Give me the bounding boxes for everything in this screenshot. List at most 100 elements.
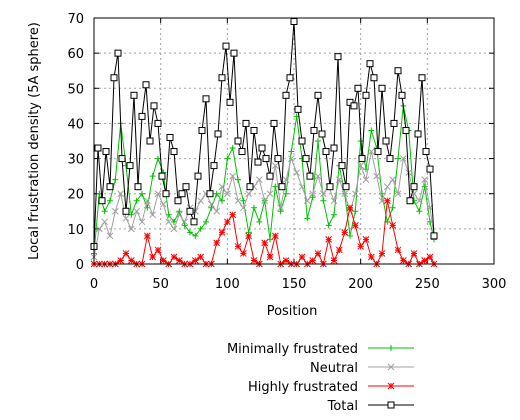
- neutral-point: [367, 148, 375, 155]
- total-point: [358, 155, 366, 163]
- total-point: [98, 197, 106, 205]
- neutral-point: [287, 155, 295, 162]
- total-point: [366, 60, 374, 68]
- minimally-frustrated-point: [320, 197, 327, 204]
- highly-frustrated-point: [127, 257, 135, 264]
- total-point: [394, 67, 402, 75]
- legend-swatch-marker: [387, 363, 395, 371]
- minimally-frustrated-point: [277, 208, 284, 215]
- grid: [94, 18, 494, 264]
- total-point: [342, 183, 350, 191]
- minimally-frustrated-point: [272, 183, 279, 190]
- minimally-frustrated-point: [395, 155, 401, 162]
- neutral-point: [330, 197, 338, 205]
- minimally-frustrated-point: [203, 218, 209, 225]
- total-point: [422, 148, 430, 156]
- neutral-point: [357, 162, 365, 169]
- total-point: [350, 102, 358, 110]
- total-point: [290, 18, 298, 26]
- total-point: [370, 74, 378, 82]
- y-tick-label: 50: [67, 82, 84, 97]
- total-point: [378, 84, 386, 92]
- minimally-frustrated-point: [283, 190, 289, 197]
- total-point: [206, 190, 214, 198]
- highly-frustrated-point: [383, 197, 391, 205]
- neutral-point: [197, 197, 205, 205]
- total-point: [362, 91, 370, 99]
- total-point: [246, 183, 254, 191]
- neutral-point: [106, 232, 114, 240]
- neutral-point: [133, 207, 141, 215]
- y-tick-label: 60: [67, 47, 84, 62]
- total-point: [330, 144, 338, 152]
- highly-frustrated-point: [271, 232, 279, 240]
- neutral-point: [154, 190, 162, 198]
- x-tick-label: 300: [482, 277, 507, 292]
- minimally-frustrated-point: [219, 197, 225, 204]
- highly-frustrated-point: [234, 243, 242, 250]
- legend-item: Highly frustrated: [248, 380, 414, 395]
- total-point: [266, 172, 274, 180]
- minimally-frustrated-point: [251, 204, 257, 211]
- minimally-frustrated-point: [224, 155, 231, 162]
- highly-frustrated-point: [170, 253, 178, 261]
- total-point: [214, 130, 222, 138]
- minimally-frustrated-point: [416, 208, 423, 215]
- y-axis-label: Local frustration density (5A sphere): [27, 22, 42, 260]
- y-tick-label: 30: [67, 153, 84, 168]
- legend-label: Neutral: [310, 361, 358, 376]
- total-series: [90, 18, 438, 250]
- neutral-point: [319, 190, 327, 198]
- minimally-frustrated-point: [107, 197, 113, 204]
- neutral-point: [394, 190, 402, 198]
- neutral-point: [143, 197, 151, 205]
- total-point: [238, 148, 246, 156]
- minimally-frustrated-line: [93, 105, 435, 254]
- neutral-point: [245, 190, 253, 198]
- neutral-point: [101, 218, 109, 226]
- total-point: [398, 91, 406, 99]
- total-point: [210, 162, 218, 170]
- highly-frustrated-point: [394, 246, 402, 254]
- neutral-point: [341, 190, 349, 198]
- total-point: [310, 126, 318, 134]
- total-point: [294, 105, 302, 113]
- neutral-point: [378, 197, 386, 205]
- total-point: [174, 197, 182, 205]
- legend-label: Highly frustrated: [248, 380, 358, 395]
- total-point: [334, 53, 342, 61]
- minimally-frustrated-point: [133, 197, 140, 204]
- neutral-point: [111, 207, 119, 215]
- legend-swatch-marker: [387, 382, 395, 390]
- highly-frustrated-point: [362, 236, 370, 243]
- highly-frustrated-point: [341, 229, 349, 236]
- y-tick-label: 40: [67, 117, 84, 132]
- highly-frustrated-point: [223, 218, 231, 226]
- total-point: [162, 190, 170, 198]
- minimally-frustrated-point: [368, 127, 375, 134]
- neutral-point: [218, 183, 226, 191]
- minimally-frustrated-point: [128, 211, 135, 218]
- legend-swatch-marker: [387, 401, 395, 409]
- total-point: [270, 119, 278, 127]
- neutral-point: [213, 207, 221, 215]
- minimally-frustrated-point: [315, 138, 321, 144]
- neutral-point: [362, 176, 370, 184]
- highly-frustrated-point: [154, 246, 162, 254]
- neutral-point: [165, 218, 173, 226]
- y-tick-label: 10: [67, 223, 84, 238]
- total-point: [318, 130, 326, 138]
- total-point: [122, 207, 130, 215]
- total-point: [254, 158, 262, 166]
- x-axis-label: Position: [267, 304, 318, 319]
- total-point: [154, 119, 162, 127]
- total-line: [93, 21, 435, 247]
- total-point: [226, 98, 234, 106]
- total-point: [262, 155, 270, 163]
- total-point: [406, 197, 414, 205]
- highly-frustrated-point: [410, 250, 418, 257]
- total-point: [130, 91, 138, 99]
- highly-frustrated-point: [218, 229, 226, 236]
- total-point: [386, 155, 394, 163]
